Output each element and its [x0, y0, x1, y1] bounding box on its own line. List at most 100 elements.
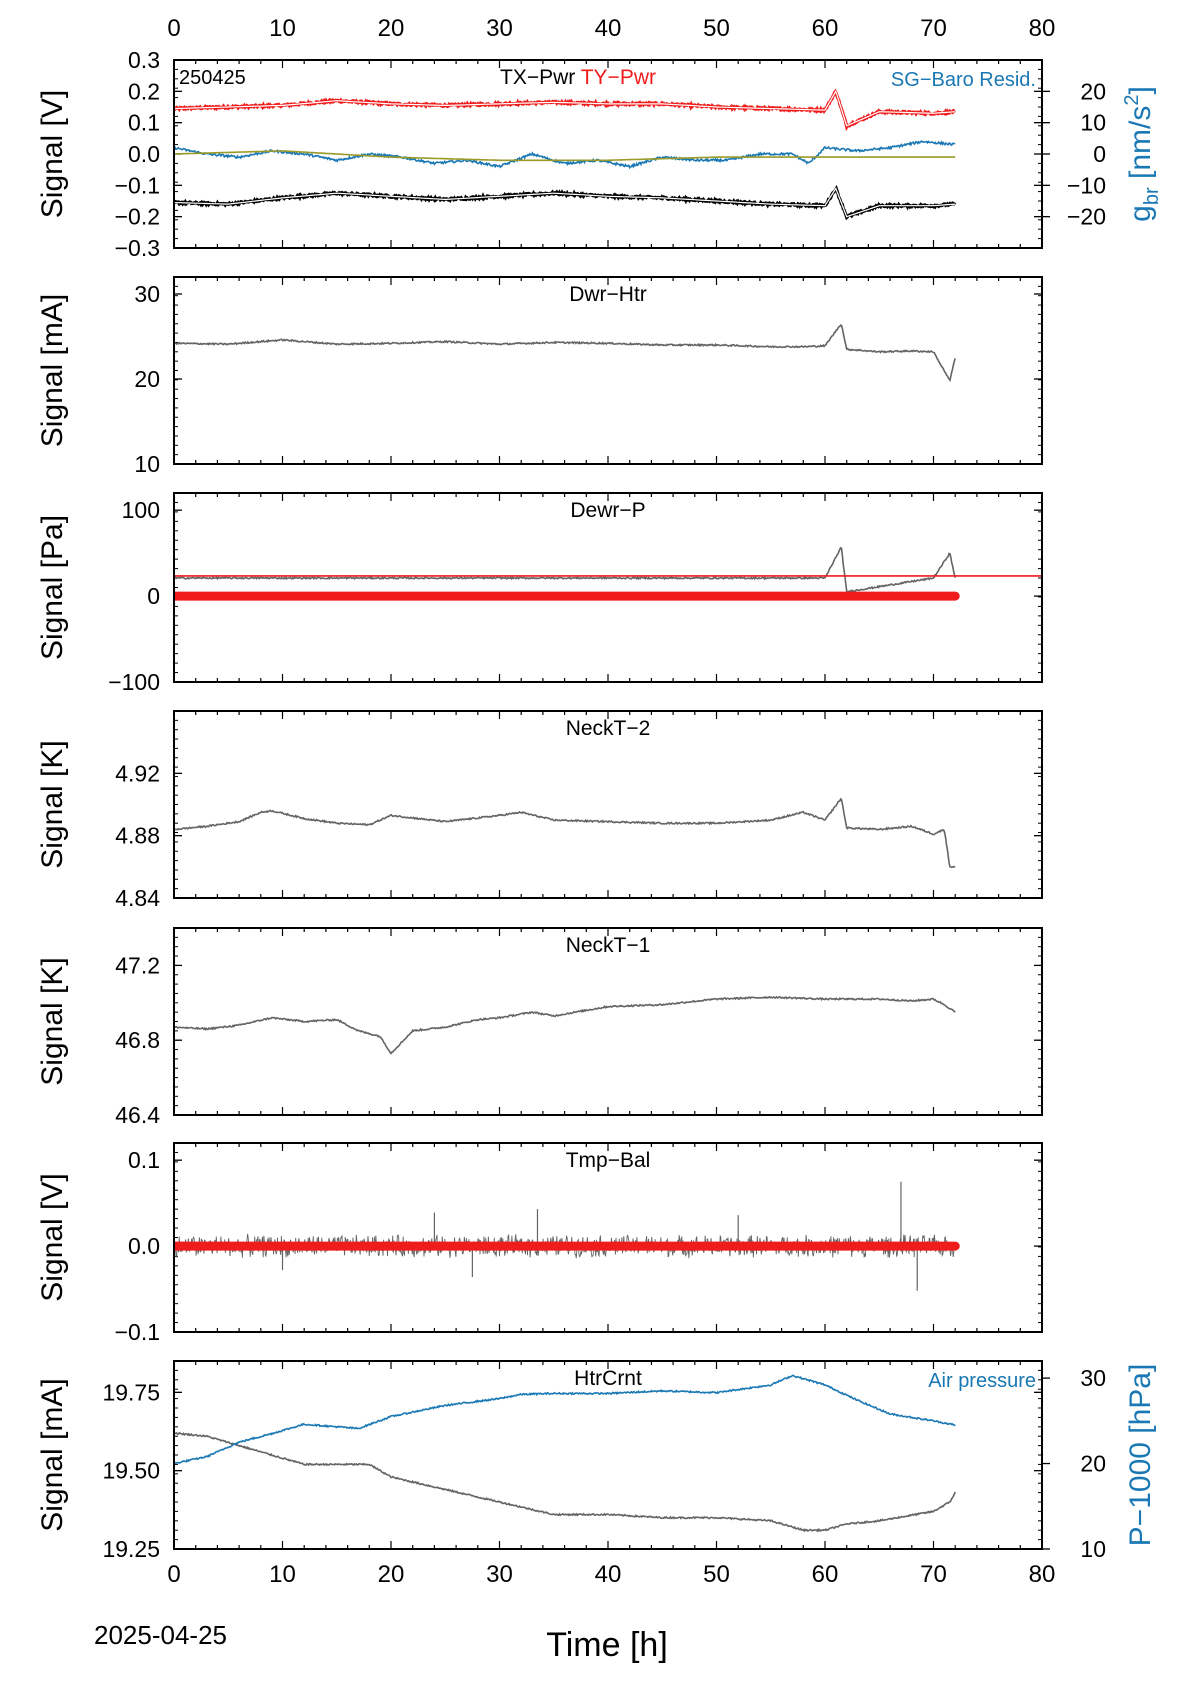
date-label: 2025-04-25 — [94, 1620, 227, 1650]
panel6: 0.1 0.0 −0.1 Tmp−Bal Signal [V] — [36, 1142, 1043, 1345]
plot-area — [174, 546, 1042, 601]
panel5: 47.2 46.8 46.4 NeckT−1 Signal [K] — [36, 927, 1043, 1128]
top-x-tick-label: 0 — [167, 15, 180, 42]
bottom-x-tick-label: 70 — [920, 1561, 947, 1588]
series-smoothed — [174, 89, 956, 127]
panel-title: Dewr−P — [570, 499, 645, 522]
right-y-tick-label: 20 — [1080, 78, 1106, 104]
y-tick-label: 47.2 — [115, 952, 160, 978]
y-axis-label: Signal [K] — [36, 957, 69, 1085]
y-tick-label: −0.2 — [115, 204, 160, 230]
panel-frame — [173, 492, 1043, 683]
right-y-tick-label: 10 — [1080, 110, 1106, 136]
top-x-tick-label: 10 — [269, 15, 296, 42]
plot-area — [174, 1374, 956, 1533]
y-tick-label: 0.0 — [128, 1233, 160, 1259]
top-x-tick-label: 30 — [486, 15, 513, 42]
top-x-tick-label: 60 — [812, 15, 839, 42]
panel-annotation: Air pressure — [928, 1370, 1036, 1392]
label-end: ] — [1124, 86, 1157, 94]
panel-frame — [173, 1360, 1043, 1550]
panel-title: NeckT−2 — [566, 717, 651, 740]
panel-corner-label: 250425 — [179, 67, 246, 89]
bottom-x-tick-label: 60 — [812, 1561, 839, 1588]
y-tick-label: 46.8 — [115, 1027, 160, 1053]
panel-title: NeckT−1 — [566, 934, 651, 957]
bottom-x-tick-label: 10 — [269, 1561, 296, 1588]
y-tick-label: 0.2 — [128, 78, 160, 104]
label-sub: br — [1141, 187, 1163, 205]
bottom-x-axis: 0 0 10 10 20 20 30 30 40 40 50 50 60 60 70 70 80 80 — [167, 15, 1055, 1588]
panel-title: TX−Pwr TY−Pwr — [500, 66, 656, 89]
top-x-tick-label: 70 — [920, 15, 947, 42]
series-htrcrnt — [174, 1431, 956, 1533]
bottom-x-tick-label: 0 — [167, 1561, 180, 1588]
bottom-x-tick-label: 80 — [1029, 1561, 1056, 1588]
panel3: 100 0 −100 Dewr−P Signal [Pa] — [36, 492, 1043, 695]
panel-frame — [173, 276, 1043, 465]
bottom-x-tick-label: 30 — [486, 1561, 513, 1588]
y-tick-label: 0.3 — [128, 47, 160, 73]
y-tick-label: −100 — [108, 669, 160, 695]
series-dewr-p — [174, 546, 956, 594]
plot-area — [174, 995, 956, 1055]
bottom-x-tick-label: 50 — [703, 1561, 730, 1588]
panel7: 19.75 19.50 19.25 30 20 10 HtrCrnt Air pressure… — [36, 1360, 1157, 1562]
right-y-tick-label: 10 — [1080, 1536, 1106, 1562]
y-axis-label: Signal [V] — [36, 90, 69, 218]
panel-title: HtrCrnt — [574, 1367, 642, 1390]
top-x-tick-label: 20 — [378, 15, 405, 42]
y-tick-label: 0.1 — [128, 110, 160, 136]
right-y-tick-label: 0 — [1093, 141, 1106, 167]
panels-group: 0.30.20.10.0−0.1−0.2−0.320100−10−20TX−Pw… — [36, 47, 1163, 1562]
y-tick-label: 20 — [134, 366, 160, 392]
series-neckt-2 — [174, 797, 956, 868]
right-y-tick-label: −10 — [1067, 172, 1106, 198]
y-tick-label: −0.1 — [115, 1319, 160, 1345]
panel2: 30 20 10 Dwr−Htr Signal [mA] — [36, 276, 1043, 477]
title-part: TX−Pwr — [500, 66, 575, 89]
y-axis-label: Signal [K] — [36, 740, 69, 868]
series-sg-baro-resid- — [174, 140, 956, 170]
y-tick-label: 0 — [147, 583, 160, 609]
y-tick-label: 0.0 — [128, 141, 160, 167]
plot-area — [174, 88, 957, 221]
right-y-tick-label: 30 — [1080, 1365, 1106, 1391]
series-olive — [174, 150, 956, 162]
y-axis-label: Signal [mA] — [36, 1378, 69, 1531]
y-tick-label: 19.75 — [102, 1379, 160, 1405]
series-air-pressure — [174, 1374, 956, 1465]
series-neckt-1 — [174, 995, 956, 1055]
panel-annotation: SG−Baro Resid. — [891, 69, 1036, 91]
y-tick-label: 19.25 — [102, 1536, 160, 1562]
panel-frame — [173, 59, 1043, 249]
panel-frame — [173, 927, 1043, 1116]
label-sup: 2 — [1121, 95, 1143, 106]
y-tick-label: −0.3 — [115, 235, 160, 261]
right-y-tick-label: −20 — [1067, 204, 1106, 230]
panel-title: Tmp−Bal — [566, 1149, 651, 1172]
y-tick-label: 4.88 — [115, 823, 160, 849]
y-tick-label: 100 — [122, 497, 160, 523]
title-part: TY−Pwr — [575, 66, 656, 89]
y-tick-label: 4.92 — [115, 760, 160, 786]
top-x-tick-label: 50 — [703, 15, 730, 42]
panel-frame — [173, 710, 1043, 899]
series-smoothed — [174, 187, 956, 218]
y-tick-label: 46.4 — [115, 1102, 160, 1128]
y-axis-label: Signal [Pa] — [36, 515, 69, 660]
panel1: 0.3 0.2 0.1 0.0 −0.1 −0.2 −0.3 20 10 0 −10 −20 TX−Pw… — [36, 47, 1163, 261]
x-axis-label: Time [h] — [546, 1626, 668, 1664]
series-dwr-htr — [174, 324, 956, 383]
plot-area — [174, 324, 956, 383]
y-tick-label: 0.1 — [128, 1147, 160, 1173]
bottom-x-tick-label: 20 — [378, 1561, 405, 1588]
top-x-tick-label: 80 — [1029, 15, 1056, 42]
right-y-axis-label: gbr [nm/s2] — [1121, 86, 1163, 222]
y-tick-label: 10 — [134, 451, 160, 477]
label-unit: [nm/s — [1124, 106, 1157, 188]
panel-title: Dwr−Htr — [569, 283, 647, 306]
right-y-axis-label: P−1000 [hPa] — [1124, 1364, 1157, 1547]
right-y-tick-label: 20 — [1080, 1451, 1106, 1477]
